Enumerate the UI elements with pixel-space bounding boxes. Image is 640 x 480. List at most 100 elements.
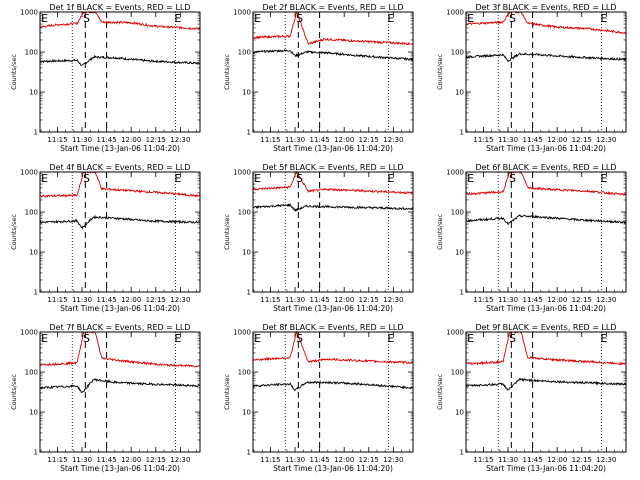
series-line-events: [465, 377, 627, 391]
y-axis-label: Counts/sec: [436, 54, 444, 90]
series-line-events: [39, 214, 201, 230]
y-tick-label: 1000: [20, 329, 38, 337]
plot-frame: [465, 171, 627, 293]
x-tick-label: 11:15: [473, 456, 493, 464]
chart-title: Det 6f BLACK = Events, RED = LLD: [475, 163, 616, 172]
y-axis-label: Counts/sec: [436, 374, 444, 410]
y-tick-label: 1000: [20, 169, 38, 177]
y-tick-label: 10: [242, 409, 251, 417]
plot-frame: [465, 331, 627, 453]
y-tick-label: 1: [460, 449, 464, 457]
x-axis-label: Start Time (13-Jan-06 11:04:20): [60, 304, 180, 313]
chart-panel-1: Det 1f BLACK = Events, RED = LLD Counts/s…: [10, 3, 201, 153]
y-tick-label: 1: [460, 289, 464, 297]
y-tick-label: 1: [460, 129, 464, 137]
y-tick-label: 100: [451, 49, 464, 57]
y-tick-label: 100: [25, 209, 38, 217]
y-tick-label: 10: [29, 89, 38, 97]
y-axis-label: Counts/sec: [223, 374, 231, 410]
series-line-lld: [465, 11, 626, 35]
marker-e-end: E: [387, 332, 394, 345]
y-tick-label: 1000: [446, 9, 464, 17]
chart-title: Det 7f BLACK = Events, RED = LLD: [49, 323, 190, 332]
marker-s: S: [296, 12, 303, 25]
x-axis-label: Start Time (13-Jan-06 11:04:20): [486, 144, 606, 153]
x-tick-label: 11:45: [310, 296, 330, 304]
x-tick-label: 12:00: [547, 456, 567, 464]
plot-frame: [252, 171, 414, 293]
chart-panel-5: Det 5f BLACK = Events, RED = LLD Counts/s…: [223, 163, 414, 313]
chart-panel-8: Det 8f BLACK = Events, RED = LLD Counts/s…: [223, 323, 414, 473]
x-axis-label: Start Time (13-Jan-06 11:04:20): [486, 304, 606, 313]
y-tick-label: 10: [242, 249, 251, 257]
x-tick-label: 11:15: [473, 136, 493, 144]
series-line-lld: [253, 170, 414, 196]
x-tick-label: 12:30: [596, 456, 616, 464]
x-axis-label: Start Time (13-Jan-06 11:04:20): [273, 464, 393, 473]
y-tick-label: 1: [34, 129, 38, 137]
x-tick-label: 12:15: [146, 456, 166, 464]
y-axis-label: Counts/sec: [436, 214, 444, 250]
y-axis-label: Counts/sec: [10, 374, 18, 410]
chart-title: Det 1f BLACK = Events, RED = LLD: [49, 3, 190, 12]
x-tick-label: 12:15: [146, 296, 166, 304]
x-axis-label: Start Time (13-Jan-06 11:04:20): [60, 144, 180, 153]
marker-e-start: E: [467, 332, 474, 345]
x-tick-label: 12:15: [359, 296, 379, 304]
x-tick-label: 12:30: [383, 296, 403, 304]
series-line-lld: [252, 330, 414, 365]
x-tick-label: 12:30: [596, 136, 616, 144]
series-line-events: [39, 377, 201, 394]
y-tick-label: 1000: [233, 329, 251, 337]
x-tick-label: 12:30: [383, 136, 403, 144]
y-tick-label: 100: [25, 369, 38, 377]
y-axis-label: Counts/sec: [10, 214, 18, 250]
x-tick-label: 11:45: [97, 456, 117, 464]
x-tick-label: 12:30: [170, 136, 190, 144]
y-tick-label: 1: [34, 289, 38, 297]
marker-e-end: E: [174, 172, 181, 185]
series-line-events: [465, 214, 627, 225]
x-tick-label: 11:15: [260, 296, 280, 304]
y-tick-label: 1000: [233, 9, 251, 17]
marker-s: S: [509, 12, 516, 25]
x-tick-label: 11:15: [260, 456, 280, 464]
y-tick-label: 10: [455, 89, 464, 97]
x-tick-label: 12:00: [334, 296, 354, 304]
chart-title: Det 8f BLACK = Events, RED = LLD: [262, 323, 403, 332]
series-line-lld: [39, 11, 201, 31]
x-tick-label: 11:45: [523, 136, 543, 144]
marker-s: S: [296, 332, 303, 345]
y-tick-label: 100: [451, 369, 464, 377]
x-tick-label: 12:15: [146, 136, 166, 144]
series-line-events: [465, 52, 627, 63]
chart-panel-3: Det 3f BLACK = Events, RED = LLD Counts/s…: [436, 3, 627, 153]
x-tick-label: 11:45: [97, 136, 117, 144]
x-tick-label: 11:30: [285, 136, 305, 144]
y-tick-label: 1000: [446, 169, 464, 177]
marker-e-end: E: [600, 172, 607, 185]
marker-e-start: E: [41, 332, 48, 345]
x-tick-label: 11:15: [260, 136, 280, 144]
y-tick-label: 100: [25, 49, 38, 57]
x-tick-label: 11:30: [72, 296, 92, 304]
y-tick-label: 10: [455, 249, 464, 257]
x-tick-label: 12:00: [547, 296, 567, 304]
marker-s: S: [296, 172, 303, 185]
chart-title: Det 4f BLACK = Events, RED = LLD: [49, 163, 190, 172]
series-line-events: [252, 203, 414, 212]
x-tick-label: 11:45: [97, 296, 117, 304]
x-tick-label: 11:30: [285, 296, 305, 304]
y-axis-label: Counts/sec: [223, 54, 231, 90]
chart-panel-2: Det 2f BLACK = Events, RED = LLD Counts/s…: [223, 3, 414, 153]
x-tick-label: 12:30: [383, 456, 403, 464]
x-axis-label: Start Time (13-Jan-06 11:04:20): [486, 464, 606, 473]
series-line-lld: [39, 331, 201, 368]
plot-frame: [39, 331, 201, 453]
x-tick-label: 12:00: [121, 296, 141, 304]
y-tick-label: 10: [29, 249, 38, 257]
marker-e-end: E: [600, 332, 607, 345]
x-tick-label: 11:15: [47, 456, 67, 464]
chart-panel-6: Det 6f BLACK = Events, RED = LLD Counts/s…: [436, 163, 627, 313]
x-tick-label: 12:30: [170, 456, 190, 464]
